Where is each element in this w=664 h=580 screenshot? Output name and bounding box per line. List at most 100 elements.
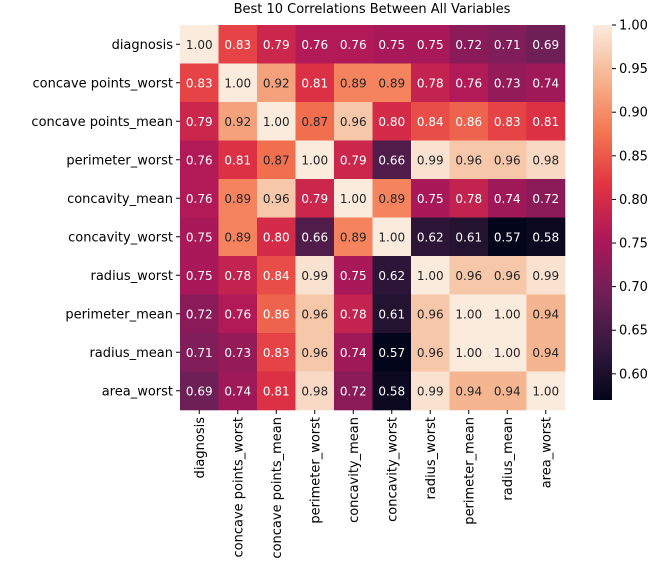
cell-value-label: 0.76: [186, 192, 213, 206]
column-label: radius_mean: [501, 417, 516, 501]
cell-value-label: 0.75: [340, 269, 367, 283]
heatmap-cell-r0-c8: [488, 25, 527, 64]
cell-value-label: 0.96: [494, 269, 521, 283]
cell-value-label: 0.75: [417, 192, 444, 206]
cell-value-label: 0.76: [455, 76, 482, 90]
column-label: concavity_mean: [347, 417, 362, 523]
column-label: diagnosis: [193, 417, 208, 479]
colorbar-tick-label: 0.75: [619, 237, 648, 252]
heatmap-cell-r8-c4: [334, 333, 373, 372]
heatmap-cell-r5-c8: [488, 217, 527, 257]
cell-value-label: 1.00: [301, 153, 328, 167]
heatmap-cell-r4-c8: [488, 179, 527, 218]
heatmap-cell-r7-c2: [257, 294, 296, 334]
heatmap-cell-r2-c9: [526, 102, 566, 141]
cell-value-label: 0.81: [263, 384, 290, 398]
cell-value-label: 0.62: [378, 269, 405, 283]
cell-value-label: 0.84: [263, 269, 290, 283]
cell-value-label: 0.99: [417, 384, 444, 398]
heatmap-cell-r6-c8: [488, 256, 527, 295]
heatmap-cell-r8-c5: [372, 333, 412, 372]
cell-value-label: 1.00: [455, 346, 482, 360]
cell-value-label: 0.75: [378, 38, 405, 52]
cell-value-label: 0.86: [263, 307, 290, 321]
heatmap-cell-r8-c2: [257, 333, 296, 372]
cell-value-label: 1.00: [186, 38, 213, 52]
cell-value-label: 0.62: [417, 230, 444, 244]
heatmap-cell-r9-c6: [411, 371, 450, 411]
cell-value-label: 0.83: [494, 115, 521, 129]
cell-value-label: 0.96: [417, 346, 444, 360]
cell-value-label: 0.79: [263, 38, 290, 52]
heatmap-cell-r4-c7: [449, 179, 489, 218]
heatmap-cell-r3-c0: [180, 140, 219, 180]
column-label: concave points_worst: [231, 417, 246, 558]
row-label: radius_worst: [91, 269, 174, 284]
heatmap-cell-r1-c1: [218, 63, 258, 103]
column-label: perimeter_mean: [462, 417, 477, 525]
heatmap-cell-r0-c1: [218, 25, 258, 64]
heatmap-cell-r0-c2: [257, 25, 296, 64]
heatmap-cell-r1-c3: [295, 63, 335, 103]
colorbar-tick-label: 0.95: [619, 62, 648, 77]
heatmap-cell-r1-c7: [449, 63, 489, 103]
heatmap-cell-r1-c9: [526, 63, 566, 103]
heatmap-cell-r8-c1: [218, 333, 258, 372]
colorbar-gradient: [593, 25, 612, 400]
heatmap-cell-r5-c9: [526, 217, 566, 257]
heatmap-cell-r2-c2: [257, 102, 296, 141]
heatmap-cell-r5-c4: [334, 217, 373, 257]
heatmap-cell-r5-c3: [295, 217, 335, 257]
cell-value-label: 0.86: [455, 115, 482, 129]
cell-value-label: 0.74: [494, 192, 521, 206]
heatmap-cell-r9-c2: [257, 371, 296, 411]
cell-value-label: 0.96: [455, 153, 482, 167]
row-label: concave points_mean: [31, 115, 173, 130]
heatmap-cell-r7-c5: [372, 294, 412, 334]
heatmap-cell-r3-c3: [295, 140, 335, 180]
cell-value-label: 0.74: [224, 384, 251, 398]
heatmap-cell-r7-c1: [218, 294, 258, 334]
heatmap-cell-r9-c5: [372, 371, 412, 411]
heatmap-cell-r6-c6: [411, 256, 450, 295]
cell-value-label: 0.89: [378, 76, 405, 90]
column-labels: diagnosis concave points_worst concave poi…: [193, 410, 554, 559]
cell-value-label: 0.72: [532, 192, 559, 206]
cell-value-label: 0.66: [378, 153, 405, 167]
cell-value-label: 0.80: [263, 230, 290, 244]
heatmap-cell-r7-c7: [449, 294, 489, 334]
cell-value-label: 0.72: [455, 38, 482, 52]
cell-value-label: 0.81: [532, 115, 559, 129]
heatmap-cell-r1-c6: [411, 63, 450, 103]
cell-value-label: 0.76: [224, 307, 251, 321]
cell-value-label: 0.83: [186, 76, 213, 90]
heatmap-cell-r3-c2: [257, 140, 296, 180]
cell-value-label: 0.98: [532, 153, 559, 167]
heatmap-cell-r8-c0: [180, 333, 219, 372]
cell-value-label: 0.58: [378, 384, 405, 398]
cell-value-label: 0.87: [263, 153, 290, 167]
cell-value-label: 0.78: [340, 307, 367, 321]
cell-value-label: 0.96: [455, 269, 482, 283]
cell-value-label: 0.79: [301, 192, 328, 206]
cell-value-label: 0.96: [301, 346, 328, 360]
heatmap-cell-r2-c3: [295, 102, 335, 141]
cell-value-label: 0.99: [301, 269, 328, 283]
cell-value-label: 0.94: [494, 384, 521, 398]
heatmap-cell-r7-c3: [295, 294, 335, 334]
row-label: perimeter_worst: [66, 153, 173, 168]
row-label: concavity_mean: [67, 192, 173, 207]
heatmap-cell-r2-c8: [488, 102, 527, 141]
heatmap-cell-r3-c6: [411, 140, 450, 180]
heatmap-cell-r4-c5: [372, 179, 412, 218]
colorbar-tick-label: 1.00: [619, 19, 648, 34]
colorbar-tick-label: 0.65: [619, 324, 648, 339]
heatmap-cell-r7-c8: [488, 294, 527, 334]
colorbar: 0.60 0.65 0.70 0.75 0.80 0.85 0.90 0.95 1.00: [593, 19, 648, 400]
cell-value-label: 0.81: [301, 76, 328, 90]
cell-value-label: 0.75: [186, 269, 213, 283]
cell-value-label: 0.69: [186, 384, 213, 398]
cell-value-label: 0.92: [224, 115, 251, 129]
cell-value-label: 0.94: [532, 346, 559, 360]
heatmap-cell-r8-c6: [411, 333, 450, 372]
